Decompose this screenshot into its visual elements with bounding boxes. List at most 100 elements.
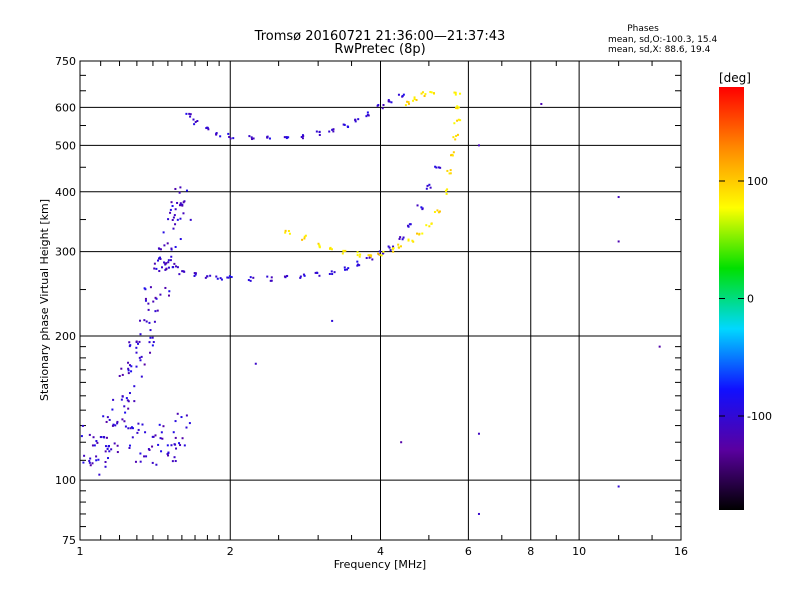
data-point [127, 361, 130, 364]
x-axis-label: Frequency [MHz] [334, 558, 426, 571]
phases-heading: Phases [627, 24, 659, 34]
data-point [167, 294, 170, 297]
data-point [249, 276, 252, 279]
data-point [207, 128, 210, 131]
data-point [181, 204, 184, 207]
data-point [454, 138, 457, 141]
data-point [270, 276, 273, 279]
data-point [344, 268, 347, 271]
data-point [367, 114, 370, 117]
x-tick-label: 16 [674, 545, 688, 558]
data-point [147, 308, 150, 311]
data-point [194, 120, 197, 123]
data-point [123, 420, 126, 423]
data-point [168, 290, 171, 293]
data-point [139, 359, 142, 362]
data-point [456, 119, 459, 122]
data-point [156, 309, 159, 312]
data-point [407, 102, 410, 105]
data-point [127, 367, 130, 370]
data-point [179, 238, 182, 241]
data-point [185, 112, 188, 115]
data-point [412, 99, 415, 102]
data-point [130, 426, 133, 429]
data-point [371, 258, 374, 261]
data-point [369, 255, 372, 258]
data-point [318, 130, 321, 133]
data-point [167, 218, 170, 221]
data-point [178, 204, 181, 207]
data-point [169, 208, 172, 211]
data-point [176, 412, 179, 415]
data-point [381, 252, 384, 255]
data-point [367, 254, 370, 257]
data-point [416, 232, 419, 235]
data-point [250, 136, 253, 139]
data-point [175, 447, 178, 450]
data-point [421, 91, 424, 94]
data-point [438, 210, 441, 213]
data-point [161, 437, 164, 440]
data-point [302, 273, 305, 276]
data-point [188, 112, 191, 115]
data-point [354, 120, 357, 123]
data-point [454, 91, 457, 94]
data-point [204, 276, 207, 279]
data-point [249, 279, 252, 282]
data-point [301, 238, 304, 241]
data-point [227, 276, 230, 279]
data-point [617, 485, 620, 488]
data-point [144, 431, 147, 434]
data-point [189, 113, 192, 116]
chart-title-line1: Tromsø 20160721 21:36:00—21:37:43 [254, 29, 506, 44]
data-point [390, 101, 393, 104]
data-point [378, 250, 381, 253]
data-point [356, 260, 359, 263]
data-point [178, 273, 181, 276]
data-point [135, 340, 138, 343]
data-point [169, 211, 172, 214]
data-point [104, 450, 107, 453]
data-point [303, 274, 306, 277]
data-point [93, 444, 96, 447]
data-point [397, 243, 400, 246]
data-point [159, 257, 162, 260]
data-point [413, 98, 416, 101]
data-point [172, 216, 175, 219]
data-point [342, 123, 345, 126]
data-point [300, 135, 303, 138]
data-point [252, 137, 255, 140]
data-point [409, 223, 412, 226]
data-point [314, 271, 317, 274]
data-point [387, 245, 390, 248]
data-point [95, 455, 98, 458]
data-point [377, 252, 380, 255]
data-point [392, 245, 395, 248]
data-point [154, 296, 157, 299]
colorbar-label: [deg] [719, 71, 751, 85]
data-point [137, 422, 140, 425]
data-point [154, 434, 157, 437]
data-point [287, 136, 290, 139]
data-point [170, 247, 173, 250]
data-point [266, 136, 269, 139]
data-point [318, 244, 321, 247]
x-tick-label: 10 [572, 545, 586, 558]
data-point [162, 231, 165, 234]
data-point [193, 274, 196, 277]
y-tick-label: 200 [55, 330, 76, 343]
colorbar-ticks: 100 0 -100 [719, 175, 772, 423]
data-point [381, 107, 384, 110]
data-point [182, 201, 185, 204]
data-point [330, 270, 333, 273]
data-point [215, 275, 218, 278]
data-point [160, 266, 163, 269]
data-point [169, 259, 172, 262]
data-point [105, 436, 108, 439]
data-point [176, 266, 179, 269]
data-point [129, 344, 132, 347]
data-point [330, 248, 333, 251]
data-point [434, 165, 437, 168]
data-point [83, 454, 86, 457]
